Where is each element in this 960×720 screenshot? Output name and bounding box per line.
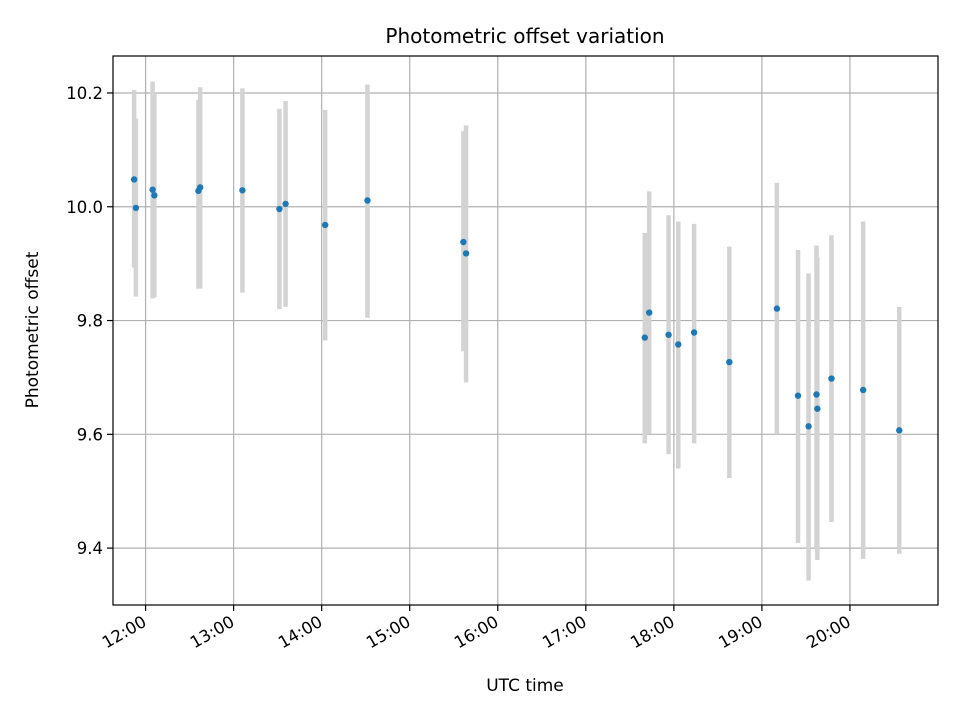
data-point: [690, 329, 698, 336]
data-point: [276, 205, 283, 213]
data-point: [675, 341, 682, 348]
data-point: [794, 392, 802, 399]
data-point: [814, 405, 821, 412]
y-tick-label: 10.2: [66, 84, 103, 103]
y-axis-ticks: 9.4 9.6 9.8 10.0 10.2: [66, 84, 113, 558]
data-point: [462, 250, 470, 257]
data-point: [665, 331, 672, 338]
y-tick-label: 10.0: [66, 198, 103, 217]
data-point: [726, 358, 733, 366]
data-points: [130, 176, 903, 434]
grid: [113, 56, 938, 605]
y-tick-label: 9.8: [77, 312, 103, 331]
data-point: [151, 192, 158, 199]
data-point: [460, 238, 467, 246]
plot-area: [113, 56, 938, 605]
data-point: [646, 309, 653, 316]
data-point: [239, 187, 246, 194]
y-tick-label: 9.4: [77, 539, 103, 558]
data-point: [149, 186, 156, 193]
data-point: [805, 423, 812, 430]
chart-title: Photometric offset variation: [385, 24, 664, 48]
data-point: [813, 391, 820, 398]
x-axis-label: UTC time: [486, 676, 564, 696]
data-point: [196, 184, 204, 191]
data-point: [130, 176, 138, 183]
data-point: [859, 386, 867, 394]
data-point: [641, 334, 649, 341]
data-point: [828, 375, 835, 382]
data-point: [773, 305, 781, 312]
data-point: [132, 204, 140, 212]
plot-frame: [112, 55, 939, 606]
data-point: [321, 221, 329, 229]
y-axis-label: Photometric offset: [23, 251, 43, 408]
y-tick-label: 9.6: [77, 425, 103, 444]
data-point: [282, 200, 289, 208]
data-point: [364, 197, 371, 204]
data-point: [896, 427, 903, 434]
